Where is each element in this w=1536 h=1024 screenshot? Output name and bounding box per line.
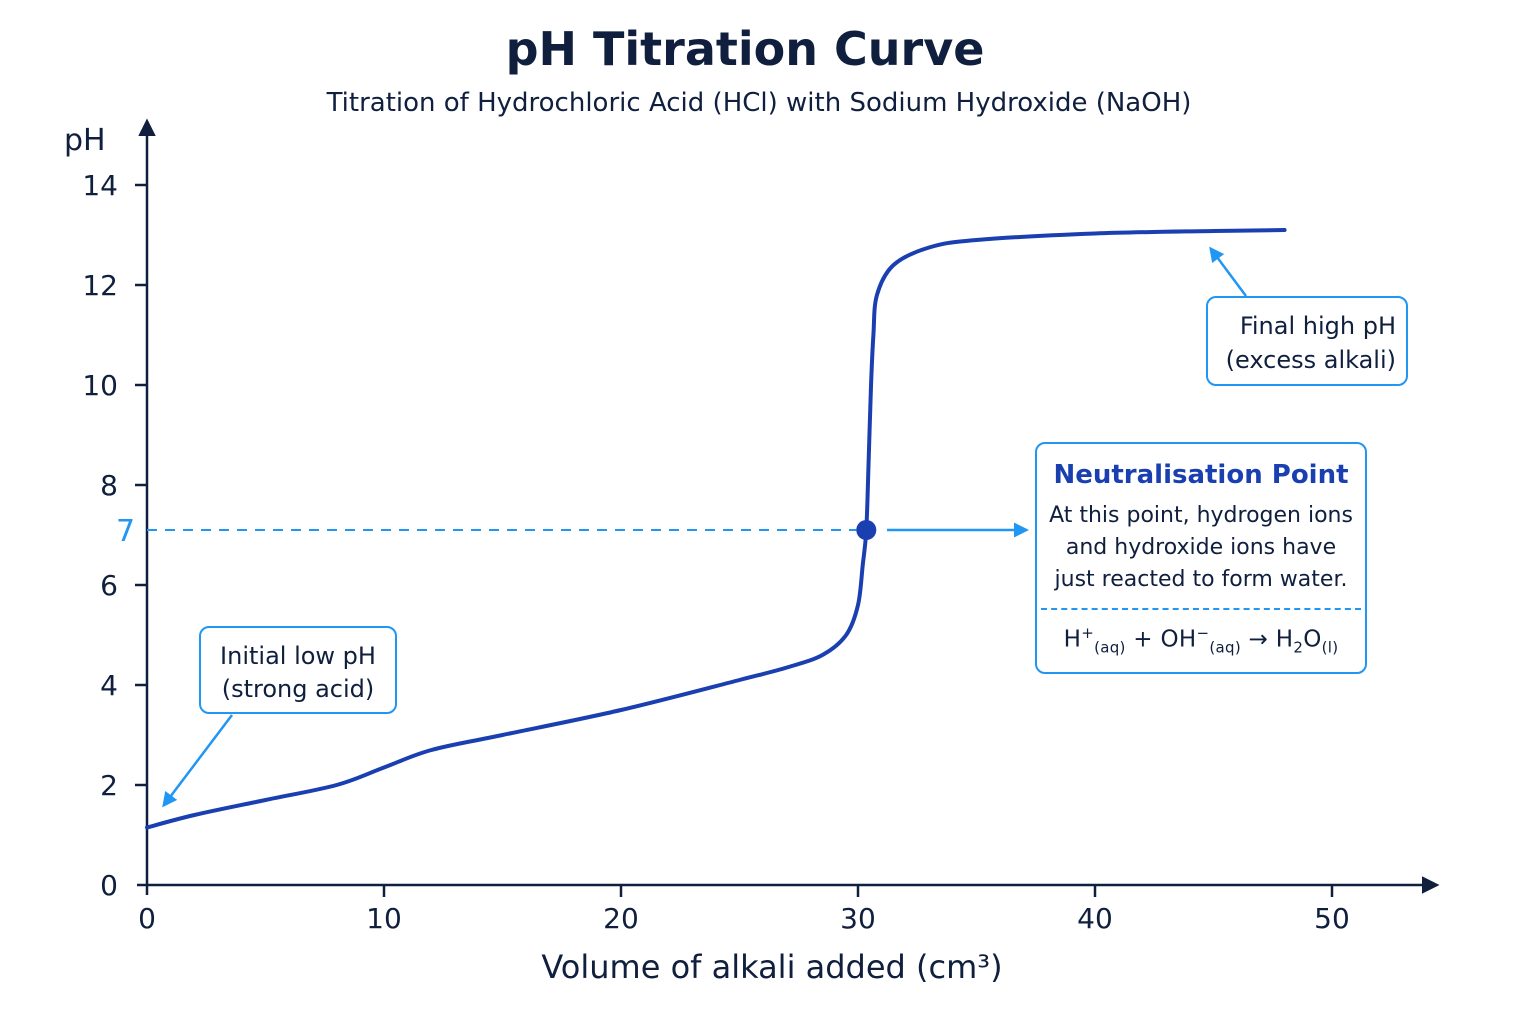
eq-oh: + OH bbox=[1125, 626, 1197, 653]
neutralisation-description: At this point, hydrogen ions and hydroxi… bbox=[1037, 500, 1365, 596]
initial-ph-callout: Initial low pH (strong acid) bbox=[199, 626, 397, 714]
eq-minus-charge: − bbox=[1196, 624, 1210, 642]
final-ph-line1: Final high pH bbox=[1239, 312, 1396, 340]
chart-subtitle: Titration of Hydrochloric Acid (HCl) wit… bbox=[326, 88, 1192, 118]
neutralisation-body-line3: just reacted to form water. bbox=[1054, 567, 1348, 592]
y-tick-label: 8 bbox=[100, 469, 118, 502]
y-tick-label: 14 bbox=[82, 169, 118, 202]
eq-state-aq-1: (aq) bbox=[1094, 638, 1126, 657]
chart-title: pH Titration Curve bbox=[505, 22, 985, 76]
neutralisation-body-line1: At this point, hydrogen ions bbox=[1049, 503, 1353, 528]
neutralisation-point-marker bbox=[856, 520, 877, 540]
final-ph-callout: Final high pH (excess alkali) bbox=[1206, 296, 1408, 386]
neutral-ph-reference-label: 7 bbox=[116, 514, 135, 549]
eq-state-aq-2: (aq) bbox=[1209, 638, 1241, 657]
x-tick-label: 0 bbox=[138, 902, 156, 935]
x-tick-label: 10 bbox=[366, 902, 402, 935]
y-tick-label: 12 bbox=[82, 269, 118, 302]
neutralisation-divider bbox=[1041, 608, 1361, 610]
neutralisation-equation: H+(aq) + OH−(aq) → H2O(l) bbox=[1037, 624, 1365, 656]
y-tick-label: 10 bbox=[82, 369, 118, 402]
eq-plus-charge: + bbox=[1081, 624, 1095, 642]
initial-ph-arrow bbox=[162, 714, 233, 808]
final-ph-arrow bbox=[1209, 246, 1248, 297]
initial-ph-line1: Initial low pH bbox=[220, 642, 376, 670]
y-tick-label: 0 bbox=[100, 869, 118, 902]
y-tick-label: 4 bbox=[100, 669, 118, 702]
x-tick-label: 40 bbox=[1077, 902, 1113, 935]
x-axis-label: Volume of alkali added (cm³) bbox=[541, 948, 1002, 986]
final-ph-line2: (excess alkali) bbox=[1225, 346, 1396, 374]
neutralisation-title: Neutralisation Point bbox=[1053, 460, 1349, 490]
x-tick-label: 20 bbox=[603, 902, 639, 935]
eq-o: O bbox=[1303, 626, 1322, 653]
x-tick-label: 30 bbox=[840, 902, 876, 935]
y-axis-label: pH bbox=[64, 123, 106, 158]
neutralisation-callout: Neutralisation Point At this point, hydr… bbox=[1035, 442, 1367, 674]
eq-subscript-2: 2 bbox=[1293, 638, 1304, 657]
eq-state-l: (l) bbox=[1321, 638, 1339, 657]
initial-ph-line2: (strong acid) bbox=[221, 675, 375, 703]
neutralisation-body-line2: and hydroxide ions have bbox=[1065, 535, 1337, 560]
eq-arrow-h: → H bbox=[1240, 626, 1294, 653]
y-tick-label: 2 bbox=[100, 769, 118, 802]
y-tick-label: 6 bbox=[100, 569, 118, 602]
eq-h: H bbox=[1063, 626, 1082, 653]
titration-curve-line bbox=[145, 228, 1287, 830]
x-tick-label: 50 bbox=[1314, 902, 1350, 935]
